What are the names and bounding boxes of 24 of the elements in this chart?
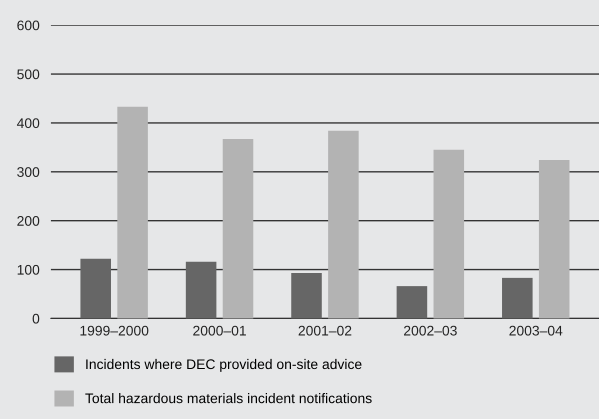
y-tick-label: 300: [17, 167, 40, 177]
x-tick-label: 1999–2000: [80, 326, 148, 336]
y-tick-label: 0: [32, 314, 40, 324]
bar: [538, 160, 570, 318]
y-tick-label: 400: [16, 118, 40, 128]
x-tick-label: 2003–04: [509, 326, 562, 336]
y-tick-label: 500: [17, 69, 40, 80]
bar: [396, 286, 428, 318]
y-tick-label: 200: [17, 216, 40, 226]
bar: [117, 106, 148, 318]
bar: [502, 278, 533, 318]
x-tick-label: 2002–03: [404, 326, 457, 336]
bar: [434, 150, 464, 318]
bar: [328, 130, 359, 318]
bar: [186, 262, 216, 318]
x-tick-label: 2001–02: [298, 326, 352, 336]
bar: [291, 272, 322, 318]
bar: [222, 139, 254, 318]
bar: [80, 258, 111, 318]
y-tick-label: 600: [17, 20, 40, 30]
legend-label: Total hazardous materials incident notifications: [85, 393, 372, 404]
legend-label: Incidents where DEC provided on-site advice: [86, 358, 362, 372]
y-tick-label: 100: [18, 264, 40, 275]
x-tick-label: 2000–01: [193, 326, 246, 336]
